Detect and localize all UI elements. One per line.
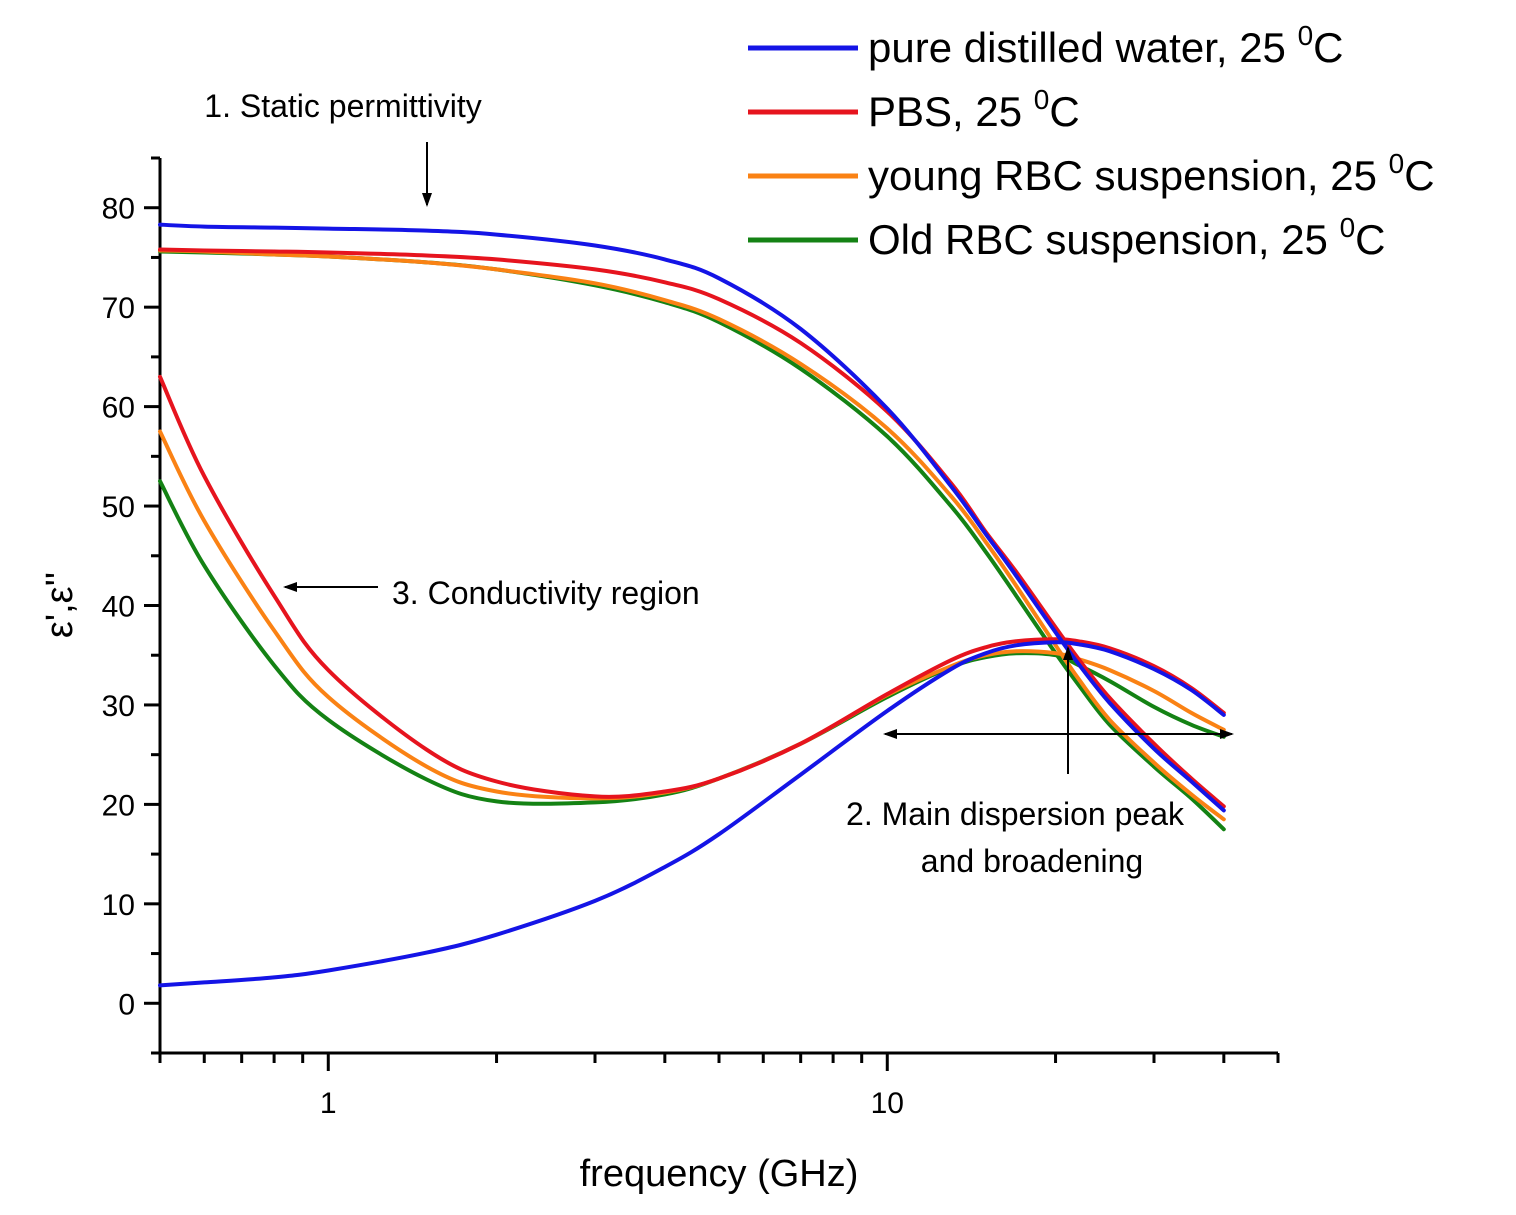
y-tick-label: 30 — [102, 690, 135, 723]
annotation-main-dispersion-1: 2. Main dispersion peak — [846, 796, 1185, 832]
series-line-real — [158, 247, 1226, 809]
series-line-imag — [158, 640, 1226, 988]
legend: pure distilled water, 25 0C PBS, 25 0C you… — [748, 20, 1435, 263]
axes: 0 10 20 30 40 50 60 70 80 1 10 frequency (GHz) ε',ε'… — [39, 156, 1280, 1195]
y-tick-label: 70 — [102, 292, 135, 325]
y-tick-label: 80 — [102, 193, 135, 226]
y-tick-label: 40 — [102, 591, 135, 624]
x-axis-title: frequency (GHz) — [580, 1153, 859, 1195]
y-tick-label: 50 — [102, 491, 135, 524]
legend-item: young RBC suspension, 25 0C — [748, 148, 1435, 199]
series-line-real — [158, 249, 1226, 832]
x-tick-label: 1 — [320, 1087, 337, 1120]
legend-item: PBS, 25 0C — [748, 84, 1080, 135]
series-line-real — [158, 248, 1226, 822]
y-axis-title: ε',ε'' — [39, 572, 81, 638]
legend-label: PBS, 25 0C — [868, 84, 1080, 135]
y-tick-label: 0 — [118, 988, 135, 1021]
annotation-main-dispersion-2: and broadening — [921, 843, 1143, 879]
annotation-conductivity-region: 3. Conductivity region — [392, 575, 700, 611]
legend-label: young RBC suspension, 25 0C — [868, 148, 1435, 199]
y-tick-label: 60 — [102, 392, 135, 425]
legend-label: Old RBC suspension, 25 0C — [868, 212, 1386, 263]
legend-item: pure distilled water, 25 0C — [748, 20, 1344, 71]
annotation-layer: 1. Static permittivity 3. Conductivity re… — [204, 88, 1234, 879]
annotation-static-permittivity: 1. Static permittivity — [204, 88, 481, 124]
x-tick-label: 10 — [871, 1087, 904, 1120]
series-line-real — [158, 222, 1226, 813]
y-tick-label: 10 — [102, 889, 135, 922]
legend-label: pure distilled water, 25 0C — [868, 20, 1344, 71]
legend-item: Old RBC suspension, 25 0C — [748, 212, 1386, 263]
y-tick-label: 20 — [102, 789, 135, 822]
series-layer — [158, 222, 1226, 988]
series-line-imag — [158, 374, 1226, 799]
series-line-imag — [158, 429, 1226, 801]
